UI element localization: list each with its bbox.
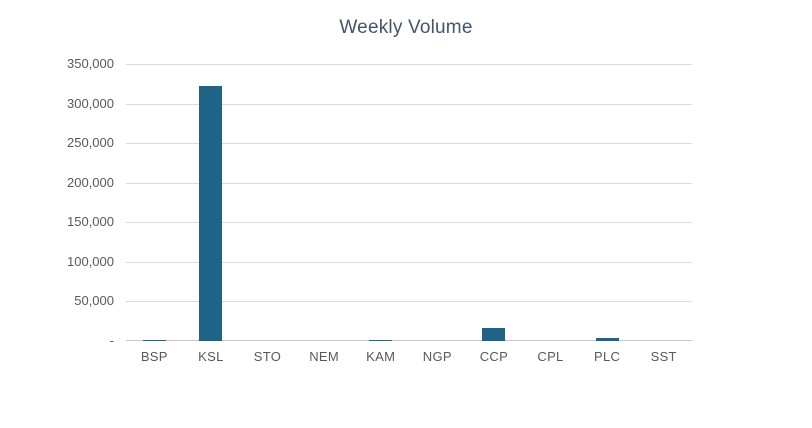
bar-ccp xyxy=(482,328,506,341)
y-tick-label: 100,000 xyxy=(67,253,114,269)
x-tick-label-cpl: CPL xyxy=(537,349,564,364)
bar-bsp xyxy=(142,340,166,341)
x-tick-label-kam: KAM xyxy=(366,349,396,364)
chart-title: Weekly Volume xyxy=(339,17,473,38)
y-tick-label: 350,000 xyxy=(67,56,114,71)
x-tick-label-ccp: CCP xyxy=(479,349,509,364)
y-tick-label: 200,000 xyxy=(67,174,114,190)
gridline xyxy=(126,182,692,184)
x-tick-label-ksl: KSL xyxy=(198,349,224,364)
x-tick-label-plc: PLC xyxy=(593,349,621,364)
gridline xyxy=(126,64,692,65)
bar-kam xyxy=(369,340,393,341)
gridline xyxy=(126,143,692,145)
y-tick-label: 300,000 xyxy=(67,95,114,111)
x-tick-label-sto: STO xyxy=(253,349,282,364)
gridline xyxy=(126,301,692,303)
plot-area xyxy=(126,64,692,341)
x-tick-label-sst: SST xyxy=(650,349,677,364)
x-tick-label-ngp: NGP xyxy=(422,349,452,364)
gridline xyxy=(126,222,692,224)
y-tick-label: 50,000 xyxy=(74,293,114,309)
gridline xyxy=(126,103,692,105)
x-axis-line xyxy=(126,340,692,341)
gridline xyxy=(126,261,692,263)
y-tick-label: 150,000 xyxy=(67,214,114,230)
x-tick-label-nem: NEM xyxy=(309,349,339,364)
y-tick-label: - xyxy=(109,333,114,348)
bar-ksl xyxy=(199,86,223,341)
y-tick-label: 250,000 xyxy=(67,135,114,151)
x-tick-label-bsp: BSP xyxy=(140,349,168,364)
bar-plc xyxy=(595,337,619,341)
